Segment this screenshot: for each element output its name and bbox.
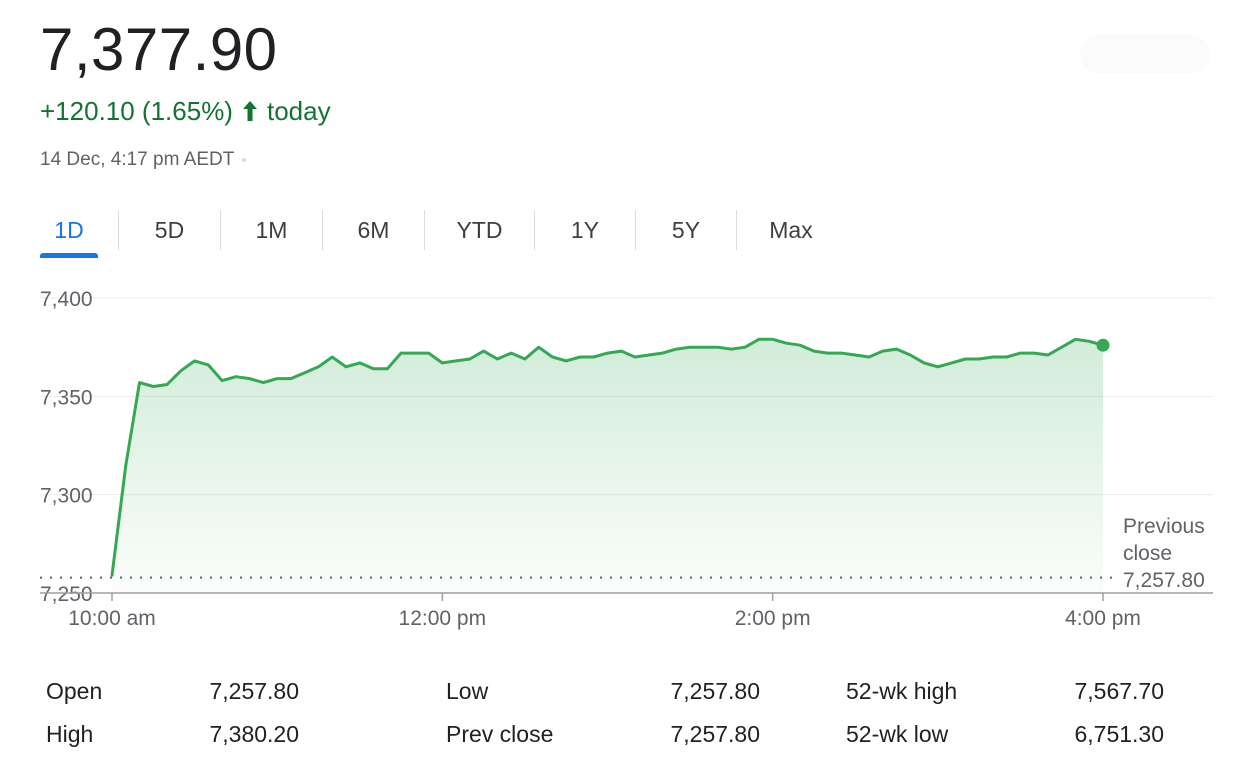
stat-label-open: Open — [46, 678, 103, 704]
x-tick-label: 10:00 am — [68, 607, 156, 630]
range-tabs: 1D 5D 1M 6M YTD 1Y 5Y Max — [20, 206, 845, 258]
tab-5d[interactable]: 5D — [154, 216, 185, 243]
tab-6m[interactable]: 6M — [357, 216, 390, 243]
tab-1d[interactable]: 1D — [20, 206, 118, 258]
change-period: today — [266, 96, 331, 126]
series-line — [110, 337, 1105, 577]
stat-label-52wk-high: 52-wk high — [846, 678, 958, 704]
tab-1m[interactable]: 1M — [255, 216, 288, 243]
tab-ytd[interactable]: YTD — [456, 216, 503, 243]
tab-divider — [118, 210, 119, 250]
x-tick-label: 12:00 pm — [399, 607, 487, 630]
y-tick-label: 7,250 — [40, 583, 93, 606]
price-change: +120.10 (1.65%) today — [40, 94, 331, 128]
y-tick-label: 7,400 — [40, 288, 93, 311]
stat-label-52wk-low: 52-wk low — [846, 721, 949, 747]
current-point — [1096, 338, 1110, 352]
current-price: 7,377.90 — [40, 16, 278, 83]
tab-5y[interactable]: 5Y — [671, 216, 701, 243]
tab-divider — [322, 210, 323, 250]
change-amount: +120.10 (1.65%) — [40, 96, 233, 126]
y-tick-label: 7,350 — [40, 386, 93, 409]
tab-divider — [736, 210, 737, 250]
separator-dot — [242, 158, 247, 162]
tab-divider — [220, 210, 221, 250]
previous-close-label: close — [1123, 542, 1172, 565]
key-stats: Open 7,257.80 High 7,380.20 Low 7,257.80… — [0, 668, 1258, 752]
tab-1y[interactable]: 1Y — [570, 216, 600, 243]
stat-label-low: Low — [446, 678, 489, 704]
timestamp-text: 14 Dec, 4:17 pm AEDT — [40, 149, 235, 170]
stat-label-prev-close: Prev close — [446, 721, 554, 747]
previous-close-value: 7,257.80 — [1123, 569, 1205, 592]
previous-close-label: Previous — [1123, 515, 1205, 538]
tab-max[interactable]: Max — [769, 216, 813, 243]
tab-divider — [424, 210, 425, 250]
stat-value-high: 7,380.20 — [209, 721, 299, 747]
price-chart[interactable]: 7,400 7,350 7,300 7,250 Previous close 7,257.8… — [0, 270, 1258, 640]
stat-value-52wk-low: 6,751.30 — [1074, 721, 1164, 747]
stat-value-open: 7,257.80 — [209, 678, 299, 704]
timestamp: 14 Dec, 4:17 pm AEDT — [40, 148, 247, 172]
tab-divider — [635, 210, 636, 250]
stat-value-prev-close: 7,257.80 — [670, 721, 760, 747]
stat-value-52wk-high: 7,567.70 — [1074, 678, 1164, 704]
x-tick-label: 2:00 pm — [735, 607, 811, 630]
series-area — [112, 339, 1103, 593]
stat-label-high: High — [46, 721, 94, 747]
follow-button[interactable] — [1080, 34, 1210, 74]
arrow-up-icon — [242, 101, 257, 121]
y-tick-label: 7,300 — [40, 485, 93, 508]
stat-value-low: 7,257.80 — [670, 678, 760, 704]
tab-divider — [534, 210, 535, 250]
x-tick-label: 4:00 pm — [1065, 607, 1141, 630]
